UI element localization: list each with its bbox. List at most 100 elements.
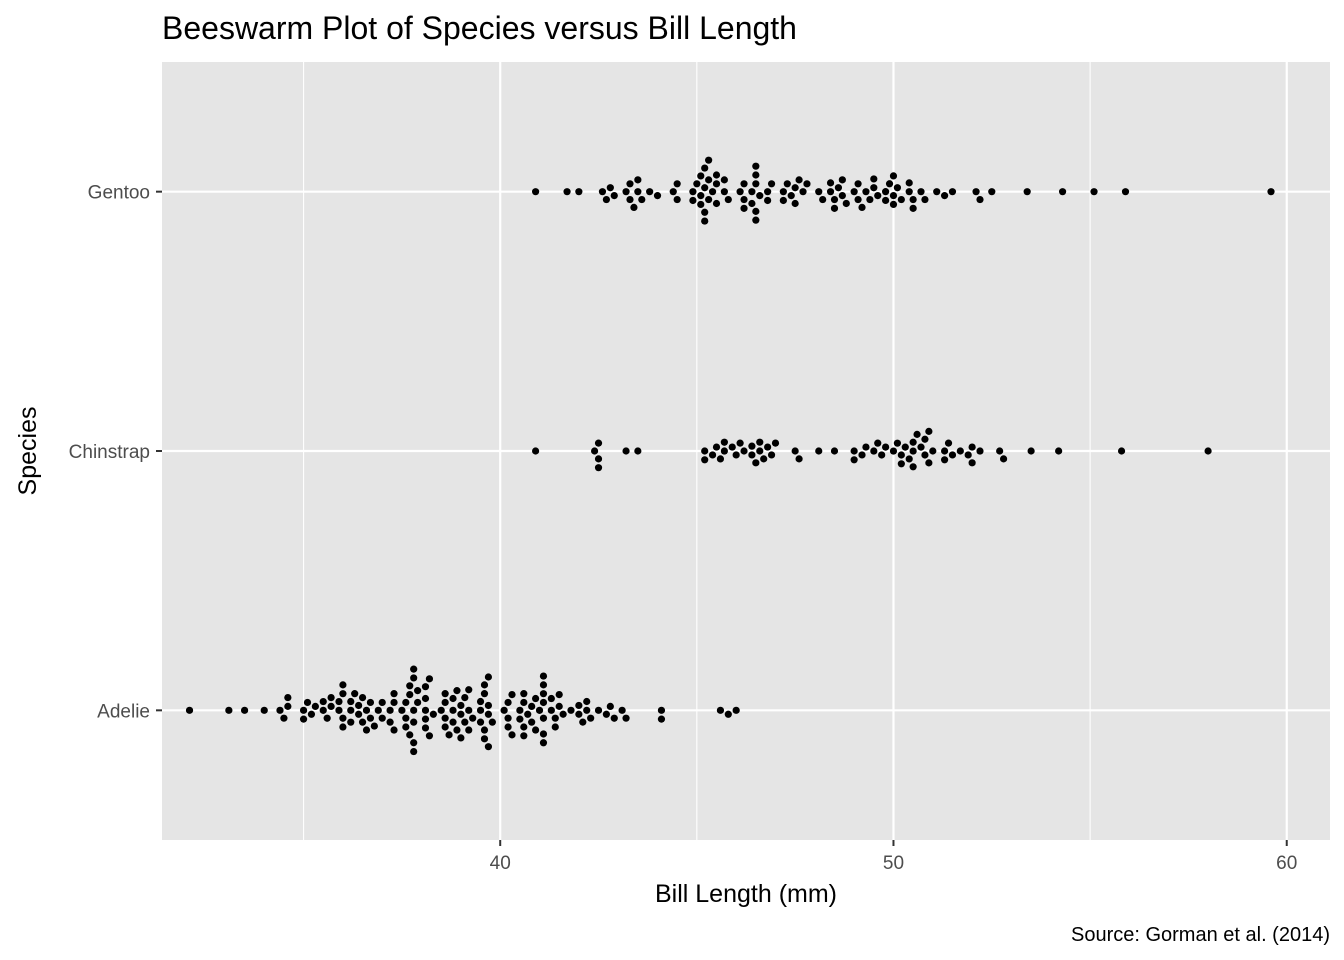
data-point <box>870 175 878 183</box>
data-point <box>465 726 473 734</box>
data-point <box>508 731 516 739</box>
data-point <box>760 455 768 463</box>
data-point <box>563 188 571 196</box>
data-point <box>504 723 512 731</box>
chart-caption: Source: Gorman et al. (2014) <box>1071 924 1330 946</box>
data-point <box>528 718 536 726</box>
data-point <box>657 715 666 723</box>
data-point <box>803 180 811 188</box>
data-point <box>740 195 748 204</box>
data-point <box>842 199 850 208</box>
data-point <box>866 195 874 204</box>
data-point <box>575 710 583 718</box>
data-point <box>630 203 638 212</box>
data-point <box>885 180 894 188</box>
data-point <box>284 702 292 710</box>
data-point <box>410 739 418 747</box>
data-point <box>335 706 343 714</box>
data-point <box>940 456 949 464</box>
data-point <box>421 683 430 691</box>
data-point <box>240 706 249 714</box>
data-point <box>539 681 548 689</box>
data-point <box>905 179 913 187</box>
data-point <box>351 690 359 698</box>
data-point <box>299 706 308 714</box>
data-point <box>826 188 835 196</box>
data-point <box>579 718 587 726</box>
data-point <box>1090 188 1098 196</box>
data-point <box>697 192 705 200</box>
data-point <box>390 690 398 698</box>
data-point <box>712 443 721 451</box>
data-point <box>1055 447 1063 455</box>
data-point <box>406 731 414 739</box>
data-point <box>504 698 512 707</box>
data-point <box>339 723 347 731</box>
data-point <box>406 690 414 699</box>
data-point <box>752 207 760 215</box>
data-point <box>756 438 764 446</box>
data-point <box>484 673 493 681</box>
data-point <box>701 447 709 455</box>
data-point <box>889 200 898 208</box>
data-point <box>976 447 984 455</box>
data-point <box>480 681 489 689</box>
data-point <box>319 697 327 706</box>
data-point <box>484 710 493 718</box>
data-point <box>610 191 618 200</box>
data-point <box>378 714 386 722</box>
data-point <box>374 706 382 714</box>
data-point <box>476 697 485 706</box>
data-point <box>689 196 697 205</box>
data-point <box>594 464 603 472</box>
data-point <box>830 447 839 455</box>
data-point <box>323 714 331 722</box>
data-point <box>347 697 355 706</box>
data-point <box>1027 447 1035 455</box>
data-point <box>716 455 725 463</box>
data-point <box>453 687 461 695</box>
data-point <box>705 176 713 184</box>
data-point <box>830 204 839 212</box>
data-point <box>874 439 882 447</box>
data-point <box>583 706 591 714</box>
data-point <box>421 724 430 732</box>
data-point <box>858 451 866 459</box>
data-point <box>748 188 756 196</box>
data-point <box>740 204 748 212</box>
data-point <box>402 714 410 722</box>
data-point <box>795 455 803 463</box>
data-point <box>539 730 548 738</box>
data-point <box>878 451 886 459</box>
data-point <box>594 455 603 463</box>
data-point <box>882 196 890 205</box>
data-point <box>764 443 772 451</box>
data-point <box>799 188 807 196</box>
data-point <box>602 710 610 718</box>
data-point <box>355 701 363 710</box>
data-point <box>622 188 630 196</box>
data-point <box>697 200 705 209</box>
data-point <box>909 463 917 471</box>
data-point <box>583 697 591 706</box>
data-point <box>870 184 878 192</box>
x-axis: 40 50 60 <box>490 840 1297 874</box>
data-point <box>882 443 890 451</box>
data-point <box>480 735 489 743</box>
data-point <box>457 710 465 718</box>
data-point <box>779 196 787 205</box>
data-point <box>551 714 559 722</box>
data-point <box>358 718 367 726</box>
data-point <box>787 192 795 200</box>
data-point <box>366 698 375 707</box>
data-point <box>606 702 614 711</box>
chart-title: Beeswarm Plot of Species versus Bill Len… <box>162 10 797 46</box>
data-point <box>598 188 607 196</box>
data-point <box>909 438 917 446</box>
data-point <box>913 430 921 438</box>
data-point <box>532 726 540 734</box>
data-point <box>850 188 858 196</box>
data-point <box>764 188 772 196</box>
data-point <box>909 204 917 212</box>
